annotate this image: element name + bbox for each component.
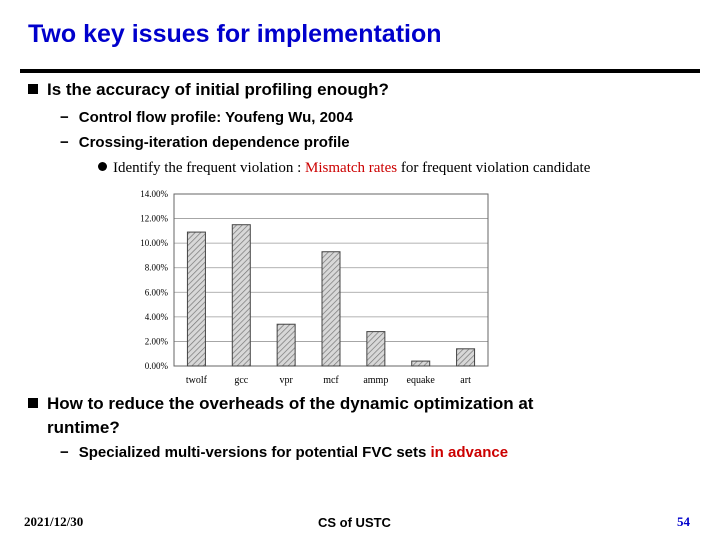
bullet-overheads-line2: runtime? (47, 418, 120, 437)
y-tick-label: 0.00% (145, 361, 169, 371)
footer-center: CS of USTC (318, 515, 391, 530)
dash-bullet-icon: − (60, 444, 69, 461)
bar-ammp (366, 331, 386, 367)
square-bullet-icon (28, 398, 38, 408)
x-tick-label: art (460, 375, 471, 386)
sub-dependence-profile-text: Crossing-iteration dependence profile (78, 134, 350, 151)
y-tick-label: 6.00% (145, 287, 169, 297)
x-tick-label: equake (407, 375, 436, 386)
y-tick-label: 8.00% (145, 263, 169, 273)
sub-multi-versions-emphasis: in advance (430, 444, 509, 461)
bullet-accuracy: Is the accuracy of initial profiling eno… (28, 80, 389, 100)
subsub-violation-emphasis: Mismatch rates (305, 160, 398, 176)
footer-date: 2021/12/30 (24, 514, 84, 529)
x-tick-label: vpr (279, 375, 293, 386)
bar-mcf (321, 251, 341, 367)
subsub-violation-text-a: Identify the frequent violation : (113, 160, 306, 176)
x-tick-label: ammp (363, 375, 388, 386)
bar-twolf (186, 231, 206, 367)
x-tick-label: twolf (186, 375, 208, 386)
y-tick-label: 4.00% (145, 312, 169, 322)
y-tick-label: 2.00% (145, 336, 169, 346)
square-bullet-icon (28, 84, 38, 94)
slide-title: Two key issues for implementation (28, 20, 442, 48)
sub-multi-versions-text: Specialized multi-versions for potential… (78, 444, 431, 461)
bar-gcc (231, 224, 251, 367)
footer-page-number: 54 (677, 514, 690, 529)
sub-dependence-profile: − Crossing-iteration dependence profile (60, 134, 350, 151)
bar-equake (411, 360, 431, 367)
y-tick-label: 12.00% (140, 214, 168, 224)
y-tick-label: 10.00% (140, 238, 168, 248)
y-tick-label: 14.00% (140, 189, 168, 199)
subsub-violation: Identify the frequent violation : Mismat… (98, 160, 590, 177)
bar-vpr (276, 323, 296, 367)
subsub-violation-text-b: for frequent violation candidate (397, 160, 591, 176)
dash-bullet-icon: − (60, 134, 69, 151)
title-divider (20, 69, 700, 73)
bullet-accuracy-text: Is the accuracy of initial profiling eno… (47, 80, 389, 99)
sub-control-flow: − Control flow profile: Youfeng Wu, 2004 (60, 109, 353, 126)
sub-control-flow-text: Control flow profile: Youfeng Wu, 2004 (78, 109, 353, 126)
dot-bullet-icon (98, 162, 107, 171)
bar-art (456, 348, 476, 367)
bullet-overheads-line1: How to reduce the overheads of the dynam… (47, 394, 534, 413)
bullet-overheads: How to reduce the overheads of the dynam… (28, 392, 533, 440)
x-tick-label: gcc (234, 375, 248, 386)
sub-multi-versions: − Specialized multi-versions for potentia… (60, 444, 508, 461)
dash-bullet-icon: − (60, 109, 69, 126)
mismatch-rate-bar-chart: 0.00% 2.00% 4.00% 6.00% 8.00% 10.00% 12.00% 14.… (140, 189, 489, 386)
x-tick-label: mcf (323, 375, 339, 386)
